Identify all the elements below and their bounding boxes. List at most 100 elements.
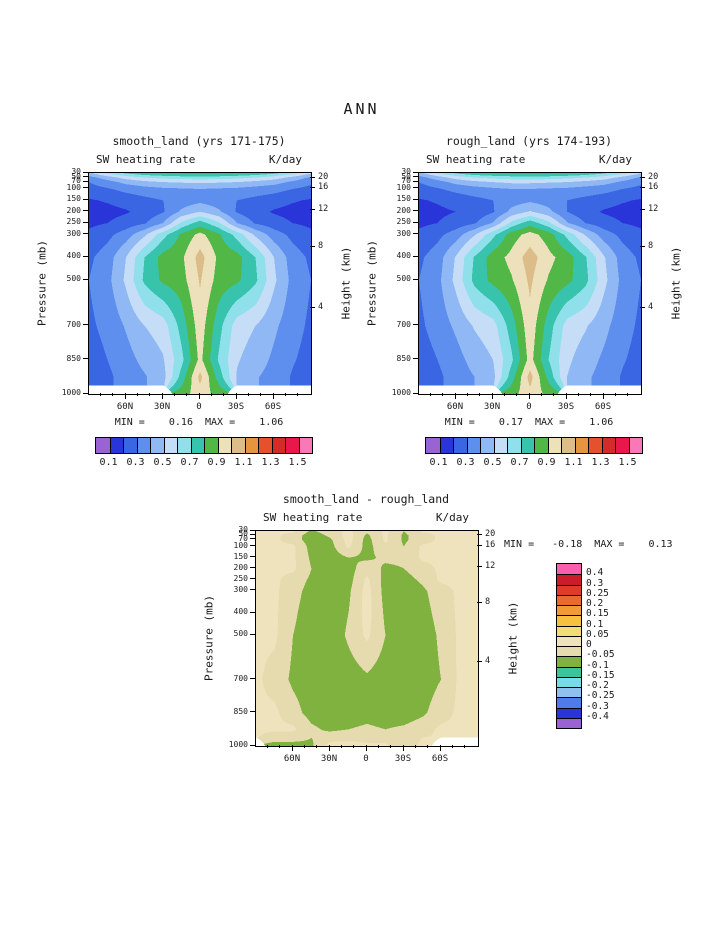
colorbar-segment xyxy=(557,574,581,585)
latitude-tick-label: 30S xyxy=(227,402,245,412)
height-tick-label: 16 xyxy=(485,540,496,550)
height-axis-title-text: Height (km) xyxy=(506,601,520,674)
pressure-tick xyxy=(250,589,255,591)
plot-frame xyxy=(255,530,479,747)
colorbar-segment xyxy=(547,438,561,453)
colorbar-label: 1.1 xyxy=(234,457,253,468)
height-tick-label: 20 xyxy=(648,171,659,182)
colorbar-segment xyxy=(574,438,588,453)
colorbar-segment xyxy=(557,584,581,595)
pressure-tick-label: 250 xyxy=(66,217,81,227)
colorbar-segment xyxy=(557,625,581,636)
pressure-tick-label: 30 xyxy=(71,167,81,176)
latitude-minor-tick xyxy=(173,393,175,396)
pressure-tick xyxy=(250,538,255,540)
colorbar-label: -0.1 xyxy=(586,659,609,671)
latitude-tick xyxy=(439,745,441,751)
pressure-tick xyxy=(413,255,418,257)
latitude-minor-tick xyxy=(186,393,188,396)
colorbar-label: -0.15 xyxy=(586,669,615,681)
colorbar-segment xyxy=(520,438,534,453)
pressure-axis-title-text: Pressure (mb) xyxy=(365,239,379,326)
colorbar-label: 0.15 xyxy=(586,608,609,620)
pressure-tick-label: 1000 xyxy=(61,388,81,397)
latitude-minor-tick xyxy=(390,745,392,748)
colorbar-segment xyxy=(163,438,177,453)
pressure-tick-label: 150 xyxy=(66,194,81,204)
height-tick xyxy=(640,307,645,309)
colorbar-segment xyxy=(258,438,272,453)
pressure-tick-label: 200 xyxy=(396,205,411,215)
latitude-tick xyxy=(565,393,567,399)
latitude-tick-label: 60S xyxy=(264,402,282,412)
colorbar-segment xyxy=(136,438,150,453)
pressure-tick xyxy=(413,176,418,178)
latitude-tick xyxy=(328,745,330,751)
colorbar-segment xyxy=(123,438,137,453)
pressure-tick xyxy=(250,533,255,535)
latitude-minor-tick xyxy=(279,745,281,748)
contour-plot-canvas xyxy=(256,531,478,746)
pressure-tick xyxy=(413,392,418,394)
colorbar-segment xyxy=(439,438,453,453)
latitude-minor-tick xyxy=(414,745,416,748)
colorbar-segment xyxy=(231,438,245,453)
latitude-minor-tick xyxy=(210,393,212,396)
figure-title: ANN xyxy=(343,100,380,118)
height-tick xyxy=(640,245,645,247)
colorbar-segment xyxy=(561,438,575,453)
colorbar-segment xyxy=(150,438,164,453)
pressure-tick xyxy=(413,324,418,326)
pressure-tick xyxy=(413,198,418,200)
latitude-tick-label: 60N xyxy=(446,402,464,412)
height-tick-label: 4 xyxy=(648,302,654,313)
pressure-tick-label: 30 xyxy=(238,525,248,534)
pressure-tick xyxy=(83,233,88,234)
pressure-tick-label: 200 xyxy=(233,562,248,572)
colorbar-label: 0.7 xyxy=(510,457,529,468)
pressure-tick xyxy=(413,278,418,280)
colorbar-segment xyxy=(285,438,299,453)
latitude-tick xyxy=(528,393,530,399)
latitude-minor-tick xyxy=(442,393,444,396)
latitude-minor-tick xyxy=(516,393,518,396)
latitude-tick xyxy=(124,393,126,399)
latitude-minor-tick xyxy=(353,745,355,748)
pressure-tick-label: 700 xyxy=(233,673,248,683)
pressure-tick-label: 400 xyxy=(66,251,81,261)
colorbar-segment xyxy=(557,605,581,616)
height-tick xyxy=(477,661,482,663)
min-max-stats: MIN = -0.18 MAX = 0.13 xyxy=(504,539,673,550)
latitude-minor-tick xyxy=(136,393,138,396)
pressure-tick xyxy=(250,633,255,635)
pressure-tick xyxy=(413,171,418,173)
height-tick-label: 4 xyxy=(318,302,324,313)
pressure-axis-title-text: Pressure (mb) xyxy=(202,594,216,681)
colorbar-label: 1.5 xyxy=(618,457,637,468)
colorbar-label: -0.2 xyxy=(586,680,609,691)
colorbar-segment xyxy=(588,438,602,453)
height-tick-label: 8 xyxy=(648,240,654,251)
height-tick-label: 8 xyxy=(485,596,491,607)
height-tick-label: 16 xyxy=(318,182,329,193)
pressure-tick-label: 500 xyxy=(66,274,81,284)
colorbar-label: 0.25 xyxy=(586,587,609,599)
plot-frame xyxy=(418,172,642,395)
latitude-tick-label: 60N xyxy=(283,754,301,764)
latitude-minor-tick xyxy=(99,393,101,396)
colorbar-segment xyxy=(271,438,285,453)
latitude-minor-tick xyxy=(377,745,379,748)
height-tick xyxy=(477,601,482,603)
height-tick xyxy=(640,209,645,211)
latitude-tick-label: 60S xyxy=(431,754,449,764)
colorbar-segment xyxy=(557,656,581,667)
latitude-tick-label: 30N xyxy=(483,402,501,412)
colorbar-label: 0.5 xyxy=(153,457,172,468)
height-tick xyxy=(477,545,482,546)
colorbar-segment xyxy=(557,707,581,718)
height-tick-label: 20 xyxy=(485,529,496,540)
pressure-tick xyxy=(413,187,418,189)
latitude-tick-label: 60S xyxy=(594,402,612,412)
height-tick-label: 12 xyxy=(485,561,496,572)
colorbar-segment xyxy=(298,438,312,453)
